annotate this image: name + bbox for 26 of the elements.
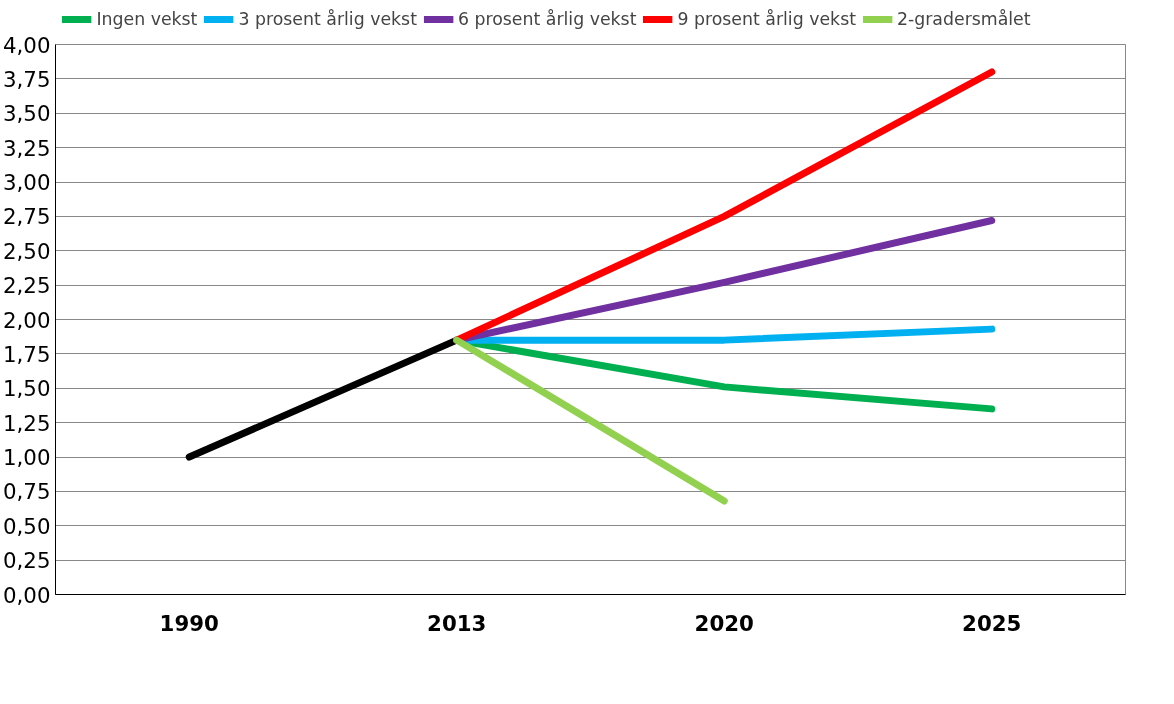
y-tick-label: 1,75 [3,341,51,367]
x-tick-label: 2020 [694,610,754,636]
legend-label: 6 prosent årlig vekst [457,9,637,29]
y-tick-label: 3,75 [3,66,51,92]
y-tick-label: 1,00 [3,445,51,470]
y-tick-label: 1,25 [3,410,51,436]
y-tick-label: 2,25 [3,273,51,299]
legend-label: 2-gradersmålet [896,9,1031,29]
legend-label: 9 prosent årlig vekst [677,9,856,29]
y-tick-label: 0,25 [3,548,51,574]
y-tick-label: 1,50 [3,376,51,402]
legend-label: Ingen vekst [96,9,198,29]
y-tick-label: 2,00 [3,307,51,333]
legend-label: 3 prosent årlig vekst [238,9,417,29]
y-tick-label: 2,50 [3,238,51,264]
x-tick-label: 2013 [427,610,487,636]
y-tick-label: 3,25 [3,135,51,161]
y-tick-label: 4,00 [3,32,51,58]
x-tick-label: 2025 [962,610,1022,636]
y-tick-label: 0,50 [3,513,51,539]
y-tick-label: 0,75 [3,479,51,505]
y-tick-label: 2,75 [3,204,51,230]
y-tick-label: 0,00 [3,582,51,608]
y-tick-label: 3,50 [3,101,51,127]
x-tick-label: 1990 [159,610,219,636]
y-tick-label: 3,00 [3,170,51,195]
